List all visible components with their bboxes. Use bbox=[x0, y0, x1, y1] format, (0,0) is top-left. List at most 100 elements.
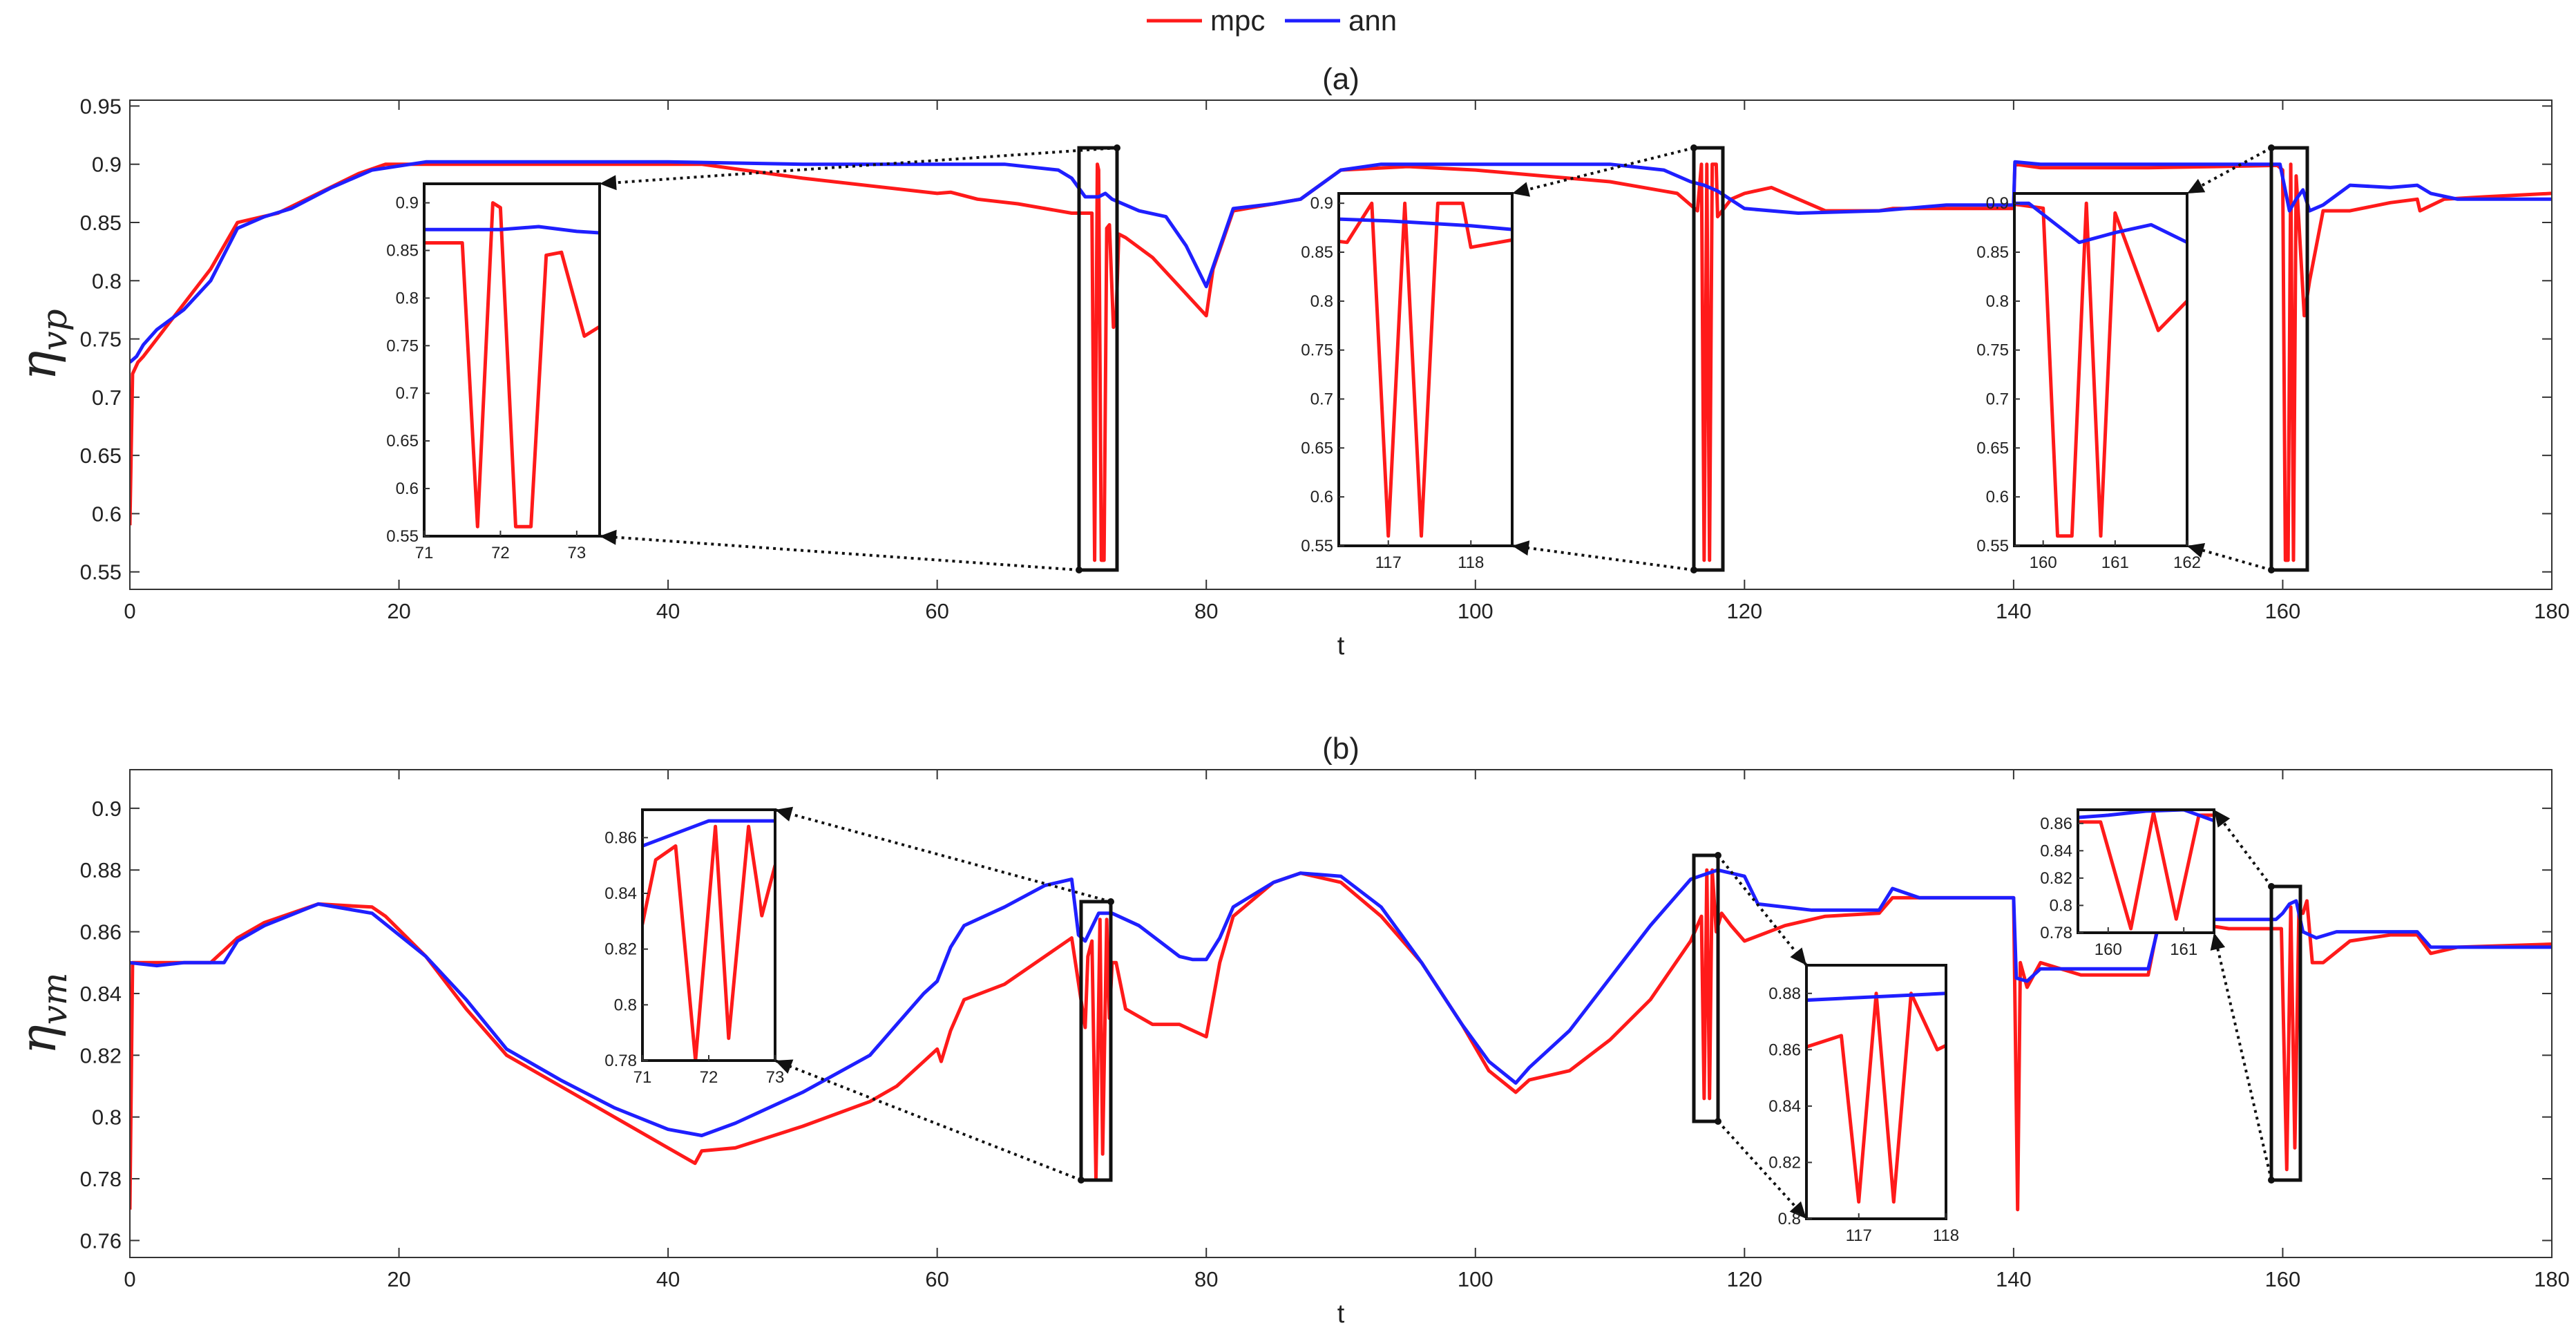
zoom-connector-start bbox=[1715, 852, 1721, 859]
zoom-connector-start bbox=[1114, 144, 1120, 151]
y-tick-label: 0.78 bbox=[80, 1167, 122, 1191]
x-tick-label: 60 bbox=[925, 599, 948, 623]
panel-b: 0 20 40 60 80 100 120 140 160 180 0.76 0.78 0.8 0.82 0… bbox=[9, 732, 2570, 1329]
inset-y-tick-label: 0.75 bbox=[386, 336, 419, 355]
zoom-connector bbox=[1717, 1120, 1808, 1220]
inset-background bbox=[2078, 810, 2214, 933]
inset-y-tick-label: 0.65 bbox=[1301, 439, 1333, 457]
zoom-region-box bbox=[1692, 853, 1720, 1123]
inset-y-tick-label: 0.9 bbox=[1310, 194, 1333, 213]
x-tick-label: 180 bbox=[2534, 599, 2570, 623]
zoom-connector-arrowhead bbox=[1512, 182, 1530, 197]
inset-y-tick-label: 0.86 bbox=[604, 828, 637, 847]
inset-3: 160 161 162 0.55 0.6 0.65 0.7 0.75 0.8 0.85 0.9 bbox=[1976, 144, 2309, 573]
inset-x-tick-label: 72 bbox=[700, 1068, 718, 1087]
inset-x-tick-label: 71 bbox=[415, 544, 434, 562]
x-tick-label: 100 bbox=[1458, 599, 1494, 623]
inset-x-tick-label: 73 bbox=[766, 1068, 785, 1087]
y-tick-label: 0.65 bbox=[80, 444, 122, 468]
inset-y-tick-label: 0.88 bbox=[1768, 985, 1801, 1003]
x-axis-label: t bbox=[1337, 1300, 1345, 1329]
x-tick-label: 20 bbox=[387, 1267, 410, 1291]
inset-y-tick-label: 0.84 bbox=[604, 884, 637, 903]
inset-y-tick-label: 0.86 bbox=[2040, 815, 2072, 833]
y-axis-label: ηvp bbox=[9, 309, 75, 380]
y-tick-label: 0.8 bbox=[92, 269, 122, 293]
inset-y-tick-label: 0.78 bbox=[2040, 924, 2072, 942]
inset-y-tick-label: 0.55 bbox=[386, 527, 419, 546]
y-axis-label: ηvm bbox=[9, 973, 75, 1055]
inset-background bbox=[642, 810, 775, 1061]
y-tick-label: 0.55 bbox=[80, 560, 122, 585]
zoom-connector-start bbox=[2268, 883, 2275, 890]
y-axis-label-subscript: vp bbox=[35, 309, 75, 350]
y-tick-label: 0.85 bbox=[80, 211, 122, 235]
legend-label-mpc: mpc bbox=[1210, 4, 1265, 37]
inset-background bbox=[2014, 193, 2187, 546]
zoom-connector-arrowhead bbox=[1512, 540, 1530, 556]
zoom-region-box bbox=[1079, 900, 1113, 1182]
series-line-ann bbox=[2014, 201, 2187, 245]
axes-frame bbox=[129, 769, 2553, 1258]
inset-y-tick-label: 0.8 bbox=[614, 996, 637, 1014]
zoom-connector-start bbox=[2268, 144, 2275, 151]
inset-y-tick-label: 0.8 bbox=[1778, 1210, 1801, 1228]
inset-y-tick-label: 0.85 bbox=[1976, 243, 2009, 262]
inset-y-tick-label: 0.8 bbox=[396, 289, 419, 307]
inset-y-tick-label: 0.75 bbox=[1301, 341, 1333, 360]
inset-1: 71 72 73 0.78 0.8 0.82 0.84 0.86 bbox=[604, 806, 1114, 1184]
x-tick-label: 120 bbox=[1726, 599, 1762, 623]
inset-y-tick-label: 0.84 bbox=[2040, 842, 2072, 860]
inset-y-tick-label: 0.9 bbox=[396, 194, 419, 213]
x-tick-label: 80 bbox=[1194, 599, 1218, 623]
x-tick-label: 140 bbox=[1996, 1267, 2032, 1291]
inset-x-tick-label: 161 bbox=[2101, 553, 2129, 572]
inset-frame bbox=[1337, 192, 1514, 547]
series-line-mpc bbox=[2014, 201, 2187, 538]
inset-x-tick-label: 161 bbox=[2170, 940, 2197, 959]
zoom-connector bbox=[2186, 146, 2272, 195]
x-tick-label: 80 bbox=[1194, 1267, 1218, 1291]
inset-x-tick-label: 162 bbox=[2173, 553, 2201, 572]
x-tick-label: 120 bbox=[1726, 1267, 1762, 1291]
axes-frame bbox=[129, 99, 2553, 590]
inset-y-tick-label: 0.84 bbox=[1768, 1097, 1801, 1116]
x-axis-label: t bbox=[1337, 631, 1345, 661]
x-tick-label: 60 bbox=[925, 1267, 948, 1291]
y-tick-label: 0.75 bbox=[80, 327, 122, 352]
y-tick-label: 0.86 bbox=[80, 920, 122, 944]
zoom-connector-start bbox=[1076, 567, 1082, 573]
x-tick-label: 160 bbox=[2265, 599, 2301, 623]
zoom-connector bbox=[2213, 932, 2273, 1181]
y-tick-label: 0.82 bbox=[80, 1043, 122, 1067]
inset-frame bbox=[423, 182, 601, 538]
zoom-connector-arrowhead bbox=[2187, 543, 2206, 558]
inset-1: 71 72 73 0.55 0.6 0.65 0.7 0.75 0.8 0.85 0.9 bbox=[386, 144, 1120, 573]
series-line-mpc bbox=[130, 162, 2552, 562]
inset-x-tick-label: 118 bbox=[1933, 1226, 1959, 1245]
inset-y-tick-label: 0.85 bbox=[386, 241, 419, 260]
inset-y-tick-label: 0.55 bbox=[1976, 537, 2009, 555]
zoom-connector-arrowhead bbox=[2210, 933, 2226, 951]
x-tick-label: 0 bbox=[124, 599, 135, 623]
zoom-connector bbox=[774, 808, 1112, 903]
inset-y-tick-label: 0.6 bbox=[1310, 488, 1333, 506]
x-tick-label: 100 bbox=[1458, 1267, 1494, 1291]
x-tick-label: 140 bbox=[1996, 599, 2032, 623]
inset-frame bbox=[1805, 964, 1947, 1220]
zoom-region-box bbox=[1077, 146, 1119, 572]
chart-title: (b) bbox=[1322, 732, 1359, 766]
y-tick-label: 0.84 bbox=[80, 982, 122, 1006]
inset-y-tick-label: 0.9 bbox=[1986, 194, 2009, 213]
inset-x-tick-label: 117 bbox=[1846, 1226, 1872, 1245]
inset-y-tick-label: 0.8 bbox=[2050, 896, 2072, 915]
zoom-region-box bbox=[1692, 146, 1725, 572]
legend-label-ann: ann bbox=[1348, 4, 1397, 37]
y-tick-label: 0.9 bbox=[92, 153, 122, 177]
inset-y-tick-label: 0.7 bbox=[1986, 390, 2009, 409]
inset-x-tick-label: 72 bbox=[491, 544, 510, 562]
inset-x-tick-label: 71 bbox=[633, 1068, 652, 1087]
inset-y-tick-label: 0.82 bbox=[2040, 869, 2072, 888]
inset-y-tick-label: 0.86 bbox=[1768, 1041, 1801, 1059]
